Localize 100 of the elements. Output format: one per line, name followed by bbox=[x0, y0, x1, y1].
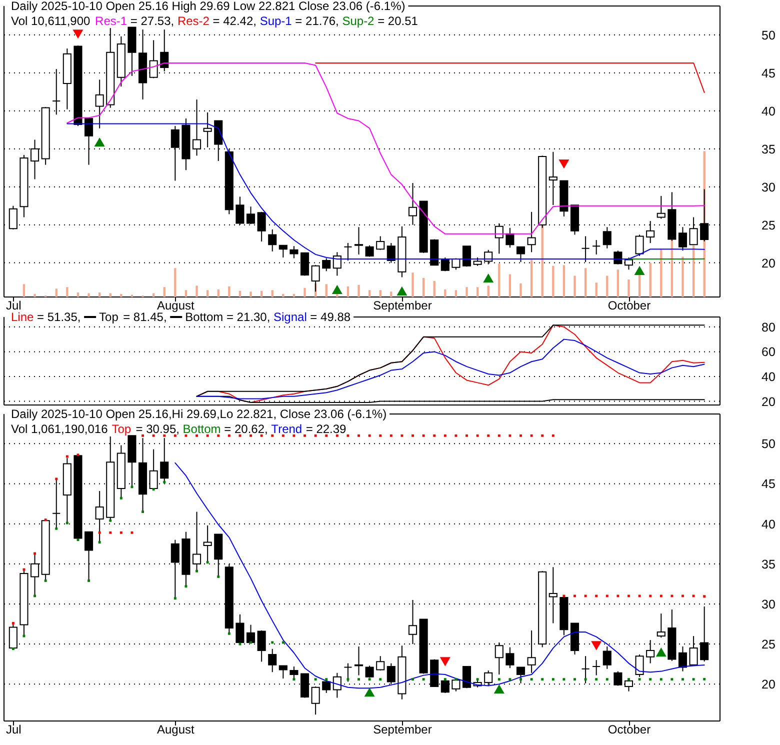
legend-label: Bottom = 21.30, bbox=[185, 310, 270, 324]
x-tick-label: September bbox=[373, 298, 432, 312]
point bbox=[552, 678, 554, 681]
candlestick bbox=[516, 246, 526, 263]
point bbox=[476, 678, 479, 681]
point bbox=[346, 678, 350, 681]
candlestick bbox=[236, 614, 244, 645]
candlestick bbox=[268, 648, 277, 673]
point bbox=[228, 632, 230, 635]
x-tick-label: October bbox=[608, 298, 651, 312]
point bbox=[703, 678, 706, 680]
candlestick bbox=[506, 227, 514, 248]
candlestick bbox=[365, 665, 374, 678]
candlestick bbox=[602, 226, 612, 249]
point bbox=[174, 597, 176, 600]
point bbox=[422, 678, 425, 681]
candlestick bbox=[257, 630, 266, 662]
x-tick-label: August bbox=[156, 722, 196, 736]
candlestick bbox=[203, 524, 212, 563]
point bbox=[558, 159, 570, 169]
point bbox=[163, 480, 166, 484]
candlestick bbox=[581, 236, 590, 263]
candlestick bbox=[311, 686, 320, 716]
text: Vol 10,611,900 bbox=[11, 14, 91, 28]
candlestick bbox=[376, 236, 385, 250]
point bbox=[396, 286, 408, 296]
candlestick bbox=[290, 246, 298, 259]
y-tick-label: 25 bbox=[762, 218, 776, 232]
point bbox=[120, 496, 122, 500]
candlestick bbox=[678, 646, 688, 672]
y-tick-label: 45 bbox=[762, 66, 776, 80]
y-tick-label: 25 bbox=[762, 638, 776, 652]
y-tick-label: 45 bbox=[762, 477, 776, 492]
x-tick-label: August bbox=[156, 298, 196, 312]
candlestick bbox=[322, 678, 331, 694]
candlestick bbox=[462, 666, 472, 689]
candlestick bbox=[614, 250, 622, 265]
point bbox=[238, 642, 242, 646]
series-label: Top = 30.95, bbox=[112, 422, 180, 436]
point bbox=[184, 585, 188, 588]
point bbox=[444, 678, 446, 681]
point bbox=[649, 678, 652, 681]
candlestick bbox=[344, 662, 352, 682]
point bbox=[332, 284, 342, 294]
point bbox=[12, 648, 14, 650]
point bbox=[130, 486, 134, 488]
point bbox=[656, 648, 666, 657]
point bbox=[454, 678, 458, 681]
point bbox=[206, 561, 209, 564]
y-tick-label: 30 bbox=[762, 597, 776, 612]
point bbox=[292, 678, 296, 681]
point bbox=[271, 641, 274, 644]
point bbox=[562, 678, 566, 681]
point bbox=[595, 678, 598, 681]
candlestick bbox=[278, 244, 288, 258]
y-tick-label: 40 bbox=[762, 517, 776, 532]
candlestick bbox=[602, 646, 612, 670]
point bbox=[670, 678, 674, 681]
point bbox=[109, 519, 112, 522]
line-series bbox=[196, 338, 705, 400]
text: Sup-2 = 20.51 bbox=[342, 14, 418, 28]
y-tick-label: 80 bbox=[762, 320, 776, 334]
candlestick bbox=[257, 211, 266, 242]
y-tick-label: 30 bbox=[762, 180, 776, 194]
point bbox=[692, 678, 695, 681]
candlestick bbox=[614, 670, 622, 686]
point bbox=[483, 273, 494, 283]
point bbox=[530, 678, 533, 681]
text: Bottom = 20.62, bbox=[182, 422, 268, 436]
point bbox=[508, 678, 512, 681]
candlestick bbox=[635, 234, 644, 256]
text: Res-2 = 42.42, bbox=[177, 14, 256, 28]
y-tick-label: 20 bbox=[762, 256, 776, 270]
point bbox=[217, 575, 220, 578]
candlestick bbox=[656, 195, 666, 220]
y-tick-label: 40 bbox=[762, 104, 776, 118]
candlestick bbox=[678, 226, 688, 252]
candlestick bbox=[376, 656, 385, 671]
x-tick-label: Jul bbox=[6, 298, 22, 312]
candlestick bbox=[656, 613, 666, 638]
candlestick bbox=[322, 258, 331, 272]
candlestick bbox=[95, 490, 104, 543]
point bbox=[282, 641, 284, 644]
y-tick-label: 35 bbox=[762, 557, 776, 572]
y-tick-label: 40 bbox=[762, 370, 776, 384]
candlestick bbox=[592, 660, 601, 676]
point bbox=[440, 657, 450, 666]
point bbox=[72, 30, 84, 39]
y-tick-label: 50 bbox=[762, 28, 776, 42]
text: Signal = 49.88 bbox=[274, 310, 351, 324]
text: Res-1 = 27.53, bbox=[95, 14, 174, 28]
text: Trend = 22.39 bbox=[271, 422, 347, 436]
candlestick bbox=[203, 112, 212, 148]
chart-title: Daily 2025-10-10 Open 25.16,Hi 29.69,Lo 22.821, Close 23.06 (-6.1%) bbox=[11, 407, 387, 421]
point bbox=[634, 266, 645, 275]
point bbox=[591, 641, 602, 650]
y-tick-label: 20 bbox=[762, 678, 776, 692]
point bbox=[606, 678, 608, 681]
point bbox=[541, 678, 544, 681]
candlestick bbox=[95, 79, 104, 129]
